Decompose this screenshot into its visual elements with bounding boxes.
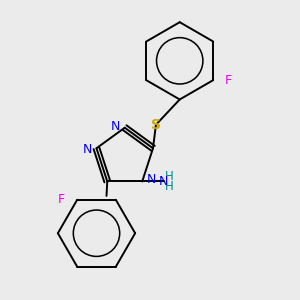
Text: N: N bbox=[147, 173, 156, 187]
Text: H: H bbox=[165, 169, 173, 183]
Text: N: N bbox=[158, 175, 168, 188]
Text: N: N bbox=[82, 143, 92, 156]
Text: H: H bbox=[165, 180, 173, 193]
Text: F: F bbox=[224, 74, 232, 87]
Text: F: F bbox=[57, 193, 64, 206]
Text: N: N bbox=[111, 120, 120, 133]
Text: S: S bbox=[151, 118, 161, 132]
